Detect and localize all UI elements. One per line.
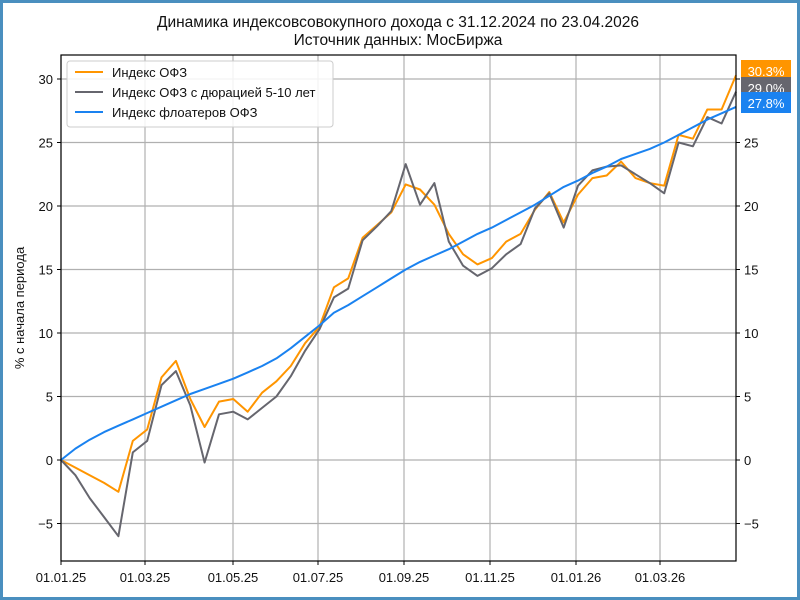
y-tick-label: 25 <box>744 136 758 151</box>
legend-label: Индекс ОФЗ с дюрацией 5-10 лет <box>112 85 315 100</box>
y-tick-label: 20 <box>744 199 758 214</box>
x-tick-label: 01.03.26 <box>635 570 686 585</box>
y-tick-label: 10 <box>744 326 758 341</box>
y-axis-left: −5 0 5 10 15 20 25 30 <box>38 72 61 532</box>
x-tick-label: 01.11.25 <box>465 570 515 585</box>
grid-lines <box>60 55 736 561</box>
x-tick-label: 01.09.25 <box>379 570 430 585</box>
legend-label: Индекс флоатеров ОФЗ <box>112 105 258 120</box>
last-value-label: 30.3% <box>748 64 785 79</box>
y-tick-label: −5 <box>38 517 53 532</box>
series-line <box>60 105 737 461</box>
y-tick-label: 30 <box>39 72 53 87</box>
y-tick-label: 0 <box>744 453 751 468</box>
last-value-badges: 30.3%29.0%27.8% <box>741 60 791 113</box>
plot-area-border <box>60 54 737 562</box>
data-series <box>60 74 737 538</box>
legend: Индекс ОФЗ Индекс ОФЗ с дюрацией 5-10 лет… <box>66 60 334 128</box>
x-axis: 01.01.25 01.03.25 01.05.25 01.07.25 01.09.25… <box>36 561 686 585</box>
series-line <box>60 91 737 538</box>
y-tick-label: −5 <box>744 517 759 532</box>
y-tick-label: 5 <box>744 390 751 405</box>
chart-subtitle: Источник данных: МосБиржа <box>294 32 503 49</box>
y-tick-label: 15 <box>39 263 53 278</box>
chart-title: Динамика индексовсовокупного дохода с 31… <box>157 14 639 31</box>
y-tick-label: 20 <box>39 199 53 214</box>
y-tick-label: 15 <box>744 263 758 278</box>
x-tick-label: 01.01.26 <box>551 570 602 585</box>
series-line <box>60 74 737 493</box>
legend-box <box>66 60 334 128</box>
last-value-badge <box>741 92 791 113</box>
y-tick-label: 0 <box>46 453 53 468</box>
x-tick-label: 01.03.25 <box>120 570 171 585</box>
y-tick-label: 5 <box>46 390 53 405</box>
y-tick-label: 25 <box>39 136 53 151</box>
x-tick-label: 01.01.25 <box>36 570 87 585</box>
y-axis-label: % с начала периода <box>12 246 27 369</box>
last-value-label: 27.8% <box>748 96 785 111</box>
y-tick-label: 10 <box>39 326 53 341</box>
legend-label: Индекс ОФЗ <box>112 65 187 80</box>
x-tick-label: 01.05.25 <box>208 570 259 585</box>
last-value-badge <box>741 60 791 81</box>
x-tick-label: 01.07.25 <box>293 570 344 585</box>
